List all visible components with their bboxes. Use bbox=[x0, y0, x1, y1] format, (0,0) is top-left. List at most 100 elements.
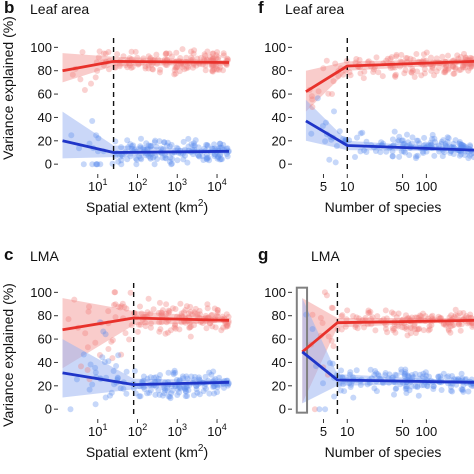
data-point-red bbox=[202, 67, 209, 74]
data-point-blue bbox=[129, 145, 135, 152]
data-point-blue bbox=[210, 383, 217, 390]
data-point-blue bbox=[177, 385, 184, 392]
x-tick-label: 103 bbox=[168, 422, 187, 439]
data-point-blue bbox=[399, 141, 406, 148]
data-point-red bbox=[319, 320, 326, 326]
data-point-blue bbox=[209, 145, 215, 152]
data-point-red bbox=[220, 50, 227, 57]
data-point-blue bbox=[416, 140, 423, 147]
data-point-red bbox=[212, 324, 219, 331]
data-point-blue bbox=[364, 381, 371, 388]
data-point-red bbox=[451, 314, 458, 321]
data-point-blue bbox=[215, 154, 222, 161]
data-point-blue bbox=[414, 384, 421, 391]
data-point-blue bbox=[123, 390, 130, 397]
data-point-red bbox=[111, 64, 118, 71]
data-point-red bbox=[330, 343, 337, 350]
data-point-blue bbox=[191, 140, 197, 147]
data-point-blue bbox=[137, 155, 144, 162]
data-point-red bbox=[389, 64, 396, 71]
data-point-red bbox=[140, 55, 147, 62]
data-point-red bbox=[442, 65, 449, 71]
x-tick-label: 50 bbox=[395, 424, 409, 439]
data-point-red bbox=[79, 49, 86, 56]
data-point-red bbox=[150, 66, 156, 73]
data-point-red bbox=[214, 313, 221, 320]
data-point-blue bbox=[386, 371, 393, 378]
data-point-blue bbox=[94, 161, 101, 168]
data-point-blue bbox=[163, 155, 170, 162]
data-point-red bbox=[408, 69, 415, 76]
data-point-blue bbox=[167, 395, 174, 402]
data-point-blue bbox=[414, 383, 421, 390]
confidence-band-red bbox=[302, 298, 474, 404]
data-point-red bbox=[212, 63, 219, 70]
data-point-red bbox=[350, 313, 357, 319]
data-point-red bbox=[209, 68, 216, 75]
data-point-blue bbox=[397, 381, 404, 388]
data-point-red bbox=[178, 310, 185, 317]
data-point-red bbox=[225, 313, 232, 320]
data-point-blue bbox=[140, 145, 147, 152]
data-point-blue bbox=[166, 158, 173, 165]
data-point-red bbox=[200, 56, 207, 63]
data-point-blue bbox=[467, 142, 473, 149]
data-point-red bbox=[315, 88, 322, 95]
data-point-red bbox=[421, 70, 428, 77]
data-point-red bbox=[210, 62, 217, 69]
data-point-blue bbox=[346, 371, 353, 378]
data-point-red bbox=[311, 406, 318, 413]
data-point-red bbox=[65, 316, 72, 323]
data-point-blue bbox=[413, 155, 419, 162]
data-point-red bbox=[124, 64, 131, 71]
data-point-red bbox=[169, 305, 176, 312]
data-point-red bbox=[173, 49, 180, 56]
data-point-red bbox=[407, 55, 414, 62]
data-point-blue bbox=[468, 382, 474, 389]
data-point-blue bbox=[185, 135, 192, 142]
data-point-blue bbox=[124, 156, 131, 163]
data-point-blue bbox=[404, 372, 411, 379]
data-point-red bbox=[213, 55, 220, 62]
data-point-blue bbox=[458, 141, 465, 148]
data-point-blue bbox=[459, 386, 466, 393]
data-point-red bbox=[150, 306, 157, 313]
data-point-blue bbox=[373, 388, 380, 395]
data-point-red bbox=[367, 308, 374, 315]
data-point-red bbox=[423, 49, 430, 56]
data-point-blue bbox=[117, 385, 124, 392]
data-point-red bbox=[433, 68, 440, 75]
data-point-blue bbox=[138, 156, 145, 163]
data-point-blue bbox=[392, 386, 399, 392]
data-point-red bbox=[108, 338, 115, 345]
data-point-blue bbox=[314, 95, 321, 102]
data-point-blue bbox=[322, 138, 329, 145]
data-point-red bbox=[215, 54, 222, 61]
y-tick-label: 0 bbox=[45, 402, 52, 417]
data-point-blue bbox=[99, 354, 106, 361]
data-point-red bbox=[169, 53, 175, 60]
data-point-blue bbox=[165, 369, 172, 376]
data-point-blue bbox=[435, 142, 442, 149]
data-point-red bbox=[422, 313, 429, 320]
data-point-blue bbox=[463, 376, 469, 382]
data-point-blue bbox=[127, 141, 134, 148]
data-point-blue bbox=[86, 386, 93, 393]
x-tick-label: 102 bbox=[128, 177, 147, 194]
data-point-red bbox=[442, 321, 449, 328]
data-point-blue bbox=[438, 138, 445, 145]
data-point-red bbox=[220, 67, 226, 74]
data-point-blue bbox=[177, 384, 184, 391]
data-point-blue bbox=[347, 384, 354, 390]
data-point-red bbox=[194, 55, 201, 62]
data-point-red bbox=[117, 61, 124, 68]
data-point-red bbox=[209, 67, 216, 74]
data-point-blue bbox=[183, 388, 189, 395]
data-point-blue bbox=[188, 141, 195, 148]
data-point-red bbox=[187, 333, 194, 340]
data-point-red bbox=[164, 329, 171, 336]
data-point-red bbox=[452, 312, 459, 319]
data-point-red bbox=[403, 326, 410, 332]
data-point-blue bbox=[152, 137, 159, 144]
data-point-red bbox=[364, 59, 371, 66]
